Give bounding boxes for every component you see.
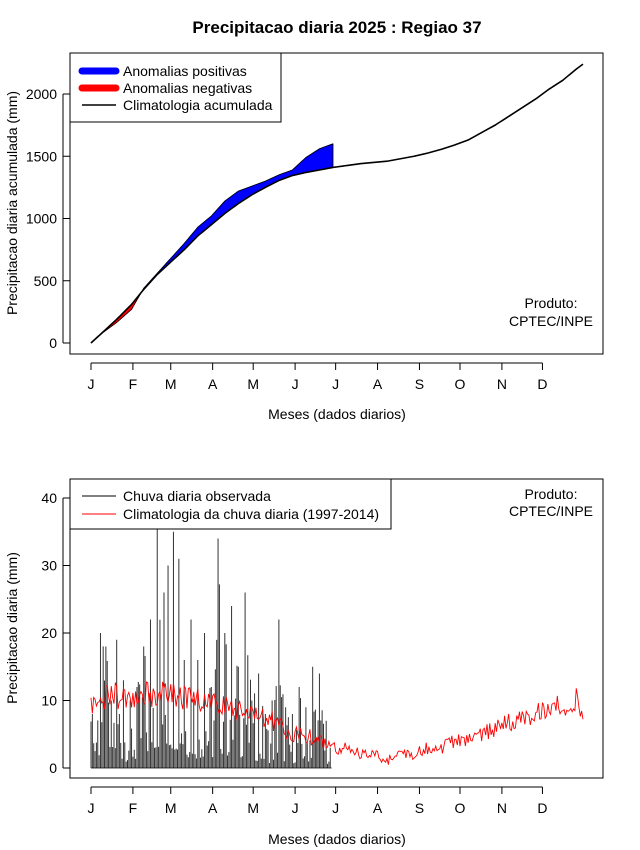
x-tick-label: J [88, 376, 95, 392]
product-label: Produto: [525, 295, 578, 311]
product-label: Produto: [525, 486, 578, 502]
legend-entry-positive: Anomalias positivas [123, 63, 247, 79]
y-axis-label: Precipitacao diaria (mm) [4, 552, 20, 704]
x-tick-label: A [208, 376, 218, 392]
observed-bars-layer [90, 525, 332, 769]
x-tick-label: A [373, 800, 383, 816]
y-tick-label: 500 [34, 273, 58, 289]
y-tick-label: 20 [41, 625, 57, 641]
y-axis-label: Precipitacao diaria acumulada (mm) [4, 91, 20, 315]
y-axis: 0 500 1000 1500 2000 [26, 86, 70, 351]
climatology-cumulative-line [90, 63, 584, 344]
x-axis-label: Meses (dados diarios) [268, 831, 406, 847]
product-source: CPTEC/INPE [509, 503, 593, 519]
x-tick-label: O [455, 800, 466, 816]
legend: Anomalias positivas Anomalias negativas … [69, 52, 282, 123]
y-tick-label: 10 [41, 693, 57, 709]
x-tick-label: J [332, 800, 339, 816]
climatology-line-layer [90, 681, 584, 765]
legend-box [69, 478, 392, 530]
x-tick-label: N [497, 800, 507, 816]
x-tick-label: J [88, 800, 95, 816]
x-tick-label: M [247, 800, 259, 816]
daily-precipitation-panel: 0 10 20 30 40 J F M A M J J A S O N D Precipitacao diar… [4, 478, 604, 847]
observed-cumulative-line [90, 143, 334, 344]
climatology-daily-line [90, 681, 584, 765]
x-tick-label: J [292, 376, 299, 392]
legend-entry-observed: Chuva diaria observada [123, 488, 271, 504]
x-tick-label: M [165, 376, 177, 392]
x-tick-label: J [332, 376, 339, 392]
x-tick-label: N [497, 376, 507, 392]
x-tick-label: F [129, 376, 138, 392]
x-tick-label: M [165, 800, 177, 816]
product-source: CPTEC/INPE [509, 313, 593, 329]
x-tick-label: D [537, 800, 547, 816]
x-tick-label: S [415, 376, 424, 392]
legend: Chuva diaria observada Climatologia da c… [69, 478, 392, 530]
accumulated-precipitation-panel: 0 500 1000 1500 2000 J F M A M J J A S O N D Precipitac… [4, 52, 604, 422]
x-tick-label: M [247, 376, 259, 392]
x-tick-label: A [373, 376, 383, 392]
y-tick-label: 1500 [26, 148, 57, 164]
y-tick-label: 1000 [26, 211, 57, 227]
y-axis: 0 10 20 30 40 [41, 490, 70, 776]
x-axis-label: Meses (dados diarios) [268, 406, 406, 422]
y-tick-label: 0 [49, 335, 57, 351]
x-tick-label: O [455, 376, 466, 392]
y-tick-label: 2000 [26, 86, 57, 102]
chart-title: Precipitacao diaria 2025 : Regiao 37 [192, 18, 481, 37]
y-tick-label: 30 [41, 558, 57, 574]
legend-entry-climatology: Climatologia da chuva diaria (1997-2014) [123, 506, 379, 522]
legend-entry-climatology: Climatologia acumulada [123, 97, 273, 113]
x-tick-label: D [537, 376, 547, 392]
plot-frame [69, 52, 604, 355]
x-tick-label: A [208, 800, 218, 816]
x-tick-label: S [415, 800, 424, 816]
x-tick-label: F [129, 800, 138, 816]
y-tick-label: 0 [49, 760, 57, 776]
x-tick-label: J [292, 800, 299, 816]
y-tick-label: 40 [41, 490, 57, 506]
legend-entry-negative: Anomalias negativas [123, 80, 252, 96]
series-lines-layer [90, 63, 584, 344]
